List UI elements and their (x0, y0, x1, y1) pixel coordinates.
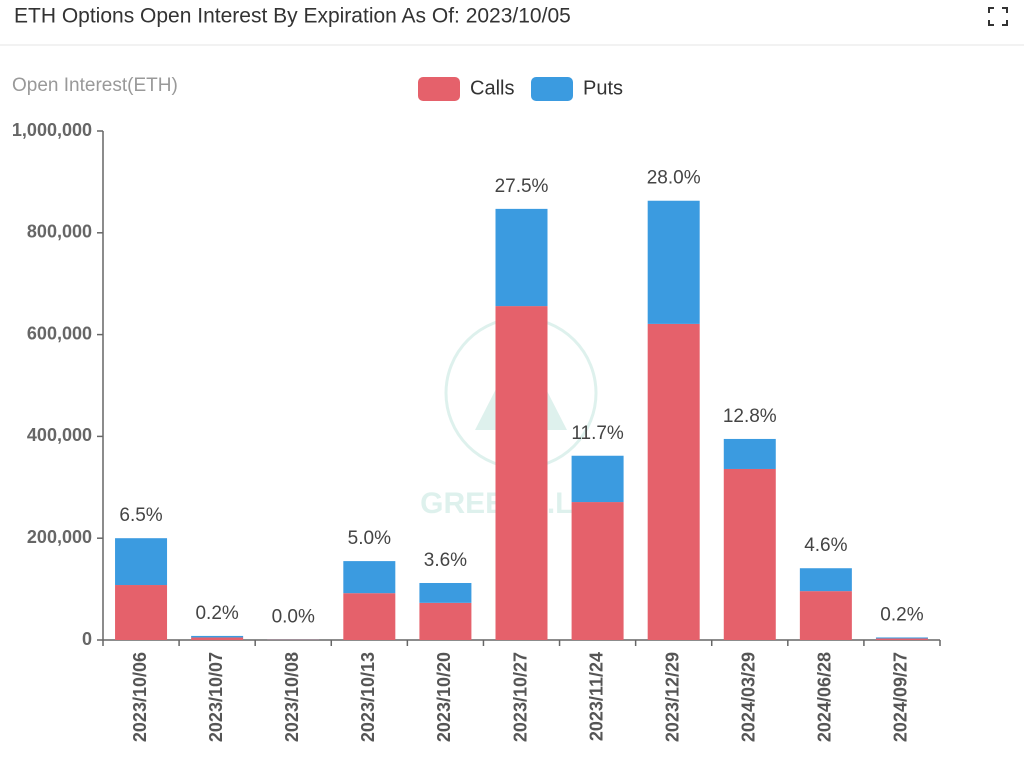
bar-segment (191, 637, 244, 640)
bar-segment (723, 438, 776, 469)
bar-segment (799, 591, 852, 640)
bar-segment (343, 561, 396, 594)
bar-segment (723, 468, 776, 640)
chart-title: ETH Options Open Interest By Expiration … (14, 5, 571, 28)
x-tick-label: 2023/10/27 (510, 652, 530, 742)
legend-swatch (418, 77, 460, 101)
bar-segment (495, 306, 548, 640)
share-label: 0.0% (272, 607, 315, 628)
x-tick-label: 2024/09/27 (891, 652, 911, 742)
y-tick-label: 0 (82, 629, 92, 649)
share-label: 11.7% (571, 423, 624, 444)
y-tick-label: 800,000 (27, 222, 92, 242)
bar-segment (647, 323, 700, 640)
share-label: 4.6% (804, 535, 847, 556)
x-tick-label: 2023/10/13 (358, 652, 378, 742)
fullscreen-icon[interactable] (988, 7, 1008, 26)
bar-segment (571, 502, 624, 640)
bar-segment (875, 638, 928, 640)
x-tick-label: 2023/12/29 (662, 652, 682, 742)
x-tick-label: 2024/06/28 (815, 652, 835, 742)
x-tick-label: 2023/11/24 (586, 652, 606, 741)
bar-segment (875, 637, 928, 639)
y-tick-label: 200,000 (27, 527, 92, 547)
x-tick-label: 2024/03/29 (739, 652, 759, 742)
x-tick-label: 2023/10/20 (434, 652, 454, 742)
bar-segment (115, 538, 168, 586)
bar-segment (343, 593, 396, 640)
bar-segment (495, 208, 548, 307)
bar-segment (115, 585, 168, 640)
legend-swatch (531, 77, 573, 101)
x-tick-label: 2023/10/07 (206, 652, 226, 742)
share-label: 27.5% (495, 176, 549, 197)
bar-segment (419, 602, 472, 640)
share-label: 0.2% (880, 604, 923, 625)
bar-segment (799, 568, 852, 592)
y-tick-label: 400,000 (27, 425, 92, 445)
x-tick-label: 2023/10/08 (282, 652, 302, 742)
y-tick-label: 600,000 (27, 323, 92, 343)
legend-label: Calls (470, 77, 514, 99)
bar-segment (419, 582, 472, 603)
legend-label: Puts (583, 77, 623, 99)
bar-segment (571, 455, 624, 503)
x-tick-label: 2023/10/06 (130, 652, 150, 742)
y-tick-label: 1,000,000 (12, 120, 92, 140)
share-label: 5.0% (348, 528, 391, 549)
bar-segment (191, 635, 244, 638)
share-label: 0.2% (195, 603, 238, 624)
share-label: 6.5% (119, 505, 162, 526)
y-axis-label: Open Interest(ETH) (12, 75, 178, 96)
share-label: 28.0% (647, 168, 701, 189)
share-label: 3.6% (424, 550, 467, 571)
bar-segment (647, 200, 700, 324)
share-label: 12.8% (723, 406, 777, 427)
